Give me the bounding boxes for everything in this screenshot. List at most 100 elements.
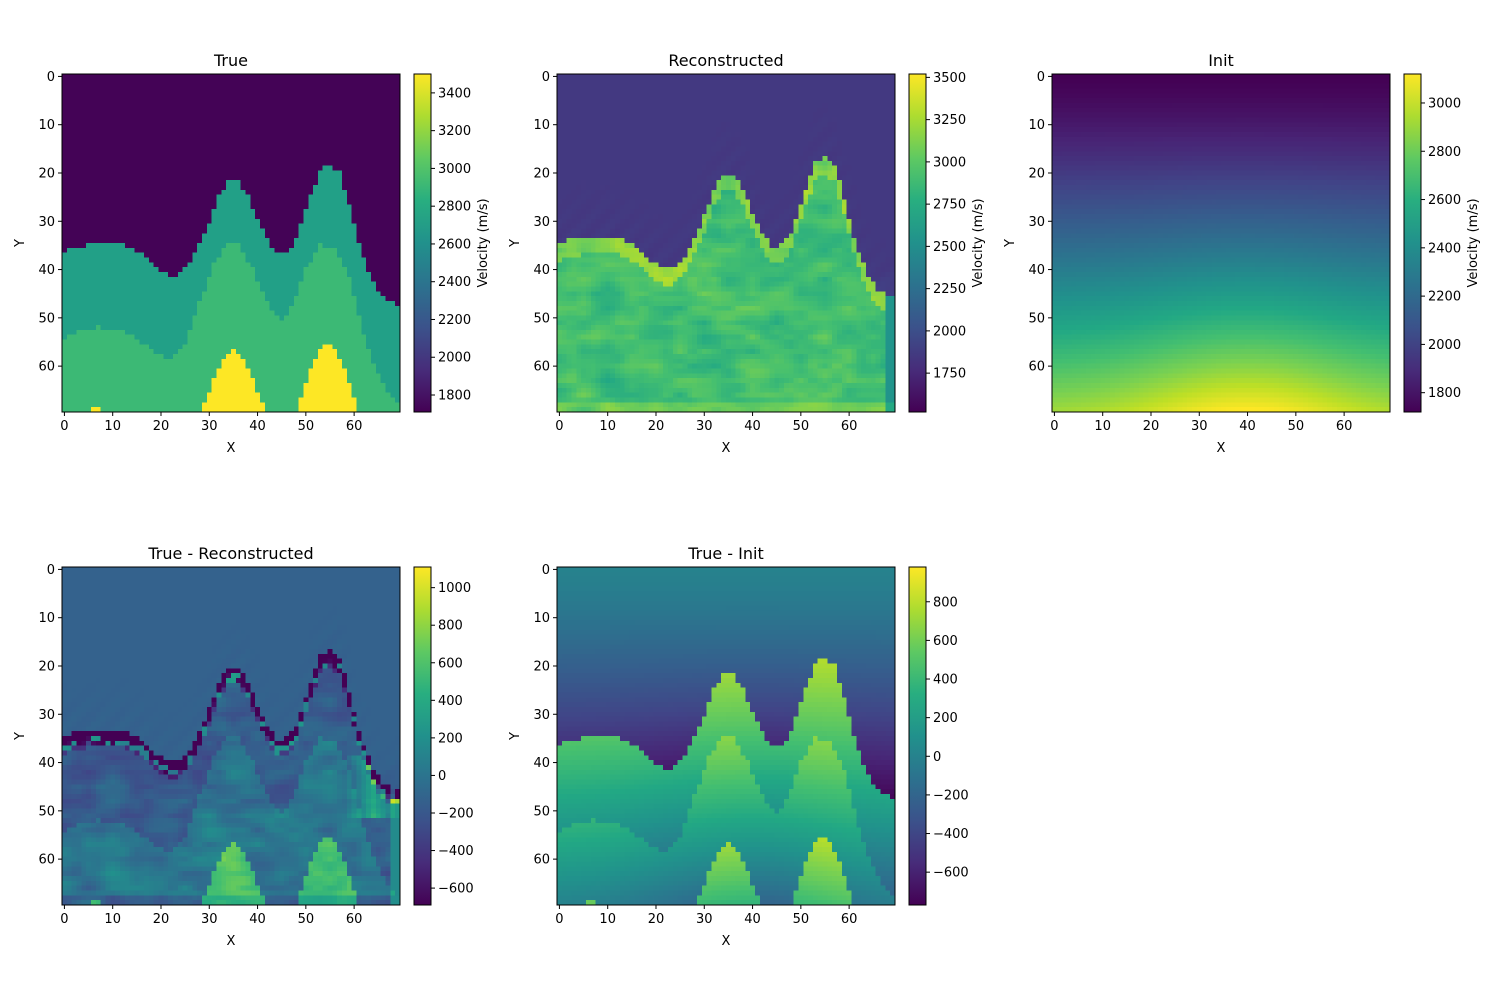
colorbar-tick-label: 2200: [1428, 290, 1461, 305]
x-tick-label: 40: [249, 912, 266, 927]
y-tick-label: 30: [1028, 215, 1045, 230]
y-tick-label: 20: [38, 166, 55, 181]
x-tick-label: 60: [841, 419, 858, 434]
colorbar-tick-label: 1000: [438, 581, 471, 596]
x-axis-label: X: [227, 934, 236, 949]
x-tick-label: 60: [1336, 419, 1353, 434]
colorbar-tick-label: −400: [933, 827, 969, 842]
y-tick-label: 40: [1028, 263, 1045, 278]
y-tick-label: 50: [1028, 311, 1045, 326]
y-axis-label: Y: [508, 239, 523, 248]
colorbar-tick-label: −600: [933, 866, 969, 881]
heatmap-image-true-reconstructed: [62, 567, 400, 905]
x-tick-label: 10: [599, 419, 616, 434]
panel-init: Init 0 10 20 30 40 50 60 0 10 20 30 40 50 60 X Y 1800 2000…: [1003, 51, 1481, 456]
panel-title: Reconstructed: [668, 51, 783, 70]
x-tick-label: 0: [60, 419, 68, 434]
colorbar-tick-label: 400: [438, 694, 463, 709]
y-tick-label: 0: [47, 70, 55, 85]
x-tick-label: 40: [744, 912, 761, 927]
colorbar-reconstructed: [908, 73, 927, 413]
colorbar-tick-label: 1750: [933, 367, 966, 382]
x-tick-label: 50: [793, 912, 810, 927]
y-tick-label: 10: [533, 611, 550, 626]
x-tick-label: 50: [1288, 419, 1305, 434]
colorbar-tick-label: 2750: [933, 198, 966, 213]
y-tick-label: 30: [38, 708, 55, 723]
x-tick-label: 0: [1050, 419, 1058, 434]
y-tick-label: 10: [533, 118, 550, 133]
colorbar-tick-label: 1800: [438, 389, 471, 404]
panel-title: True - Init: [687, 544, 764, 563]
y-tick-label: 50: [533, 311, 550, 326]
x-tick-label: 50: [793, 419, 810, 434]
y-axis-label: Y: [508, 732, 523, 741]
colorbar-tick-label: 2000: [1428, 338, 1461, 353]
colorbar-tick-label: 2400: [438, 275, 471, 290]
y-tick-label: 50: [38, 311, 55, 326]
colorbar-tick-label: 2600: [438, 237, 471, 252]
colorbar-init: [1403, 73, 1422, 413]
y-tick-label: 40: [38, 263, 55, 278]
x-tick-label: 10: [1094, 419, 1111, 434]
colorbar-tick-label: 600: [933, 634, 958, 649]
colorbar-tick-label: 2000: [933, 324, 966, 339]
y-axis-label: Y: [1003, 239, 1018, 248]
colorbar-tick-label: −400: [438, 844, 474, 859]
heatmap-image-reconstructed: [557, 74, 895, 412]
panel-title: Init: [1208, 51, 1234, 70]
y-tick-label: 30: [533, 708, 550, 723]
colorbar-label: Velocity (m/s): [1466, 198, 1481, 287]
x-axis-label: X: [722, 934, 731, 949]
x-tick-label: 0: [60, 912, 68, 927]
y-axis-label: Y: [13, 239, 28, 248]
x-tick-label: 20: [153, 912, 170, 927]
colorbar-tick-label: 3400: [438, 86, 471, 101]
y-tick-label: 60: [1028, 360, 1045, 375]
y-tick-label: 30: [533, 215, 550, 230]
heatmap-image-true-init: [557, 567, 895, 905]
colorbar-tick-label: 200: [933, 711, 958, 726]
colorbar-tick-label: 0: [438, 769, 446, 784]
y-tick-label: 30: [38, 215, 55, 230]
x-tick-label: 30: [201, 912, 218, 927]
y-tick-label: 10: [1028, 118, 1045, 133]
x-tick-label: 60: [346, 912, 363, 927]
x-tick-label: 30: [696, 419, 713, 434]
y-tick-label: 10: [38, 118, 55, 133]
x-axis-label: X: [722, 441, 731, 456]
x-tick-label: 50: [298, 912, 315, 927]
panel-true: True 0 10 20 30 40 50 60 0 10 20 30 40 50 60 X Y 1800 2000…: [13, 51, 491, 456]
colorbar-tick-label: 3500: [933, 71, 966, 86]
y-tick-label: 40: [533, 263, 550, 278]
colorbar-tick-label: 3000: [1428, 96, 1461, 111]
y-tick-label: 20: [1028, 166, 1045, 181]
y-axis-label: Y: [13, 732, 28, 741]
colorbar-tick-label: 2250: [933, 282, 966, 297]
x-tick-label: 30: [201, 419, 218, 434]
colorbar-tick-label: 800: [933, 595, 958, 610]
x-tick-label: 10: [104, 419, 121, 434]
y-tick-label: 10: [38, 611, 55, 626]
colorbar-label: Velocity (m/s): [971, 198, 986, 287]
colorbar-tick-label: 2000: [438, 351, 471, 366]
colorbar-label: Velocity (m/s): [476, 198, 491, 287]
axes-frame: [556, 73, 896, 413]
x-tick-label: 30: [696, 912, 713, 927]
axes-frame: [556, 566, 896, 906]
colorbar-tick-label: 3000: [933, 155, 966, 170]
axes-frame: [61, 566, 401, 906]
colorbar-tick-label: 2800: [1428, 145, 1461, 160]
x-tick-label: 0: [555, 419, 563, 434]
y-tick-label: 40: [38, 756, 55, 771]
colorbar-tick-label: 3200: [438, 124, 471, 139]
x-tick-label: 20: [648, 419, 665, 434]
colorbar-true: [413, 73, 432, 413]
x-tick-label: 60: [346, 419, 363, 434]
x-axis-label: X: [1217, 441, 1226, 456]
heatmap-image-true: [62, 74, 400, 412]
colorbar-true-reconstructed: [413, 566, 432, 906]
colorbar-tick-label: 2200: [438, 313, 471, 328]
